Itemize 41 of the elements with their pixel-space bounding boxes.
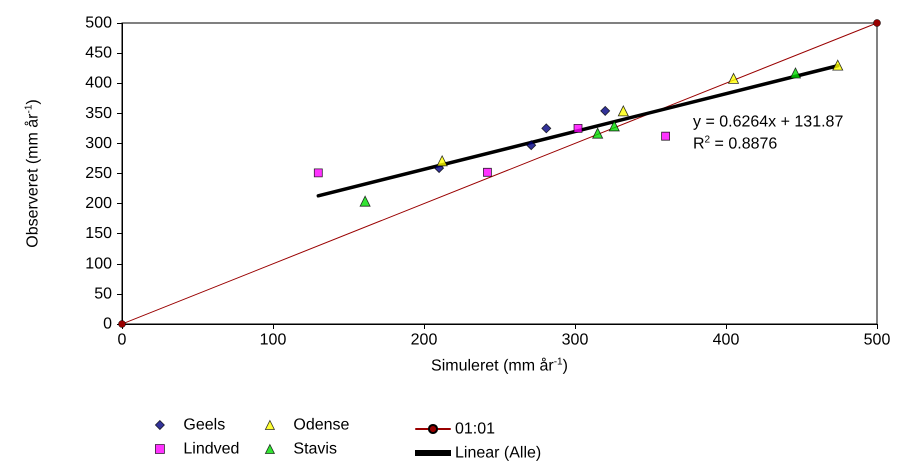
y-tick-label: 150 — [85, 225, 112, 242]
y-tick-label: 0 — [103, 316, 112, 332]
annotation: y = 0.6264x + 131.87 — [693, 114, 844, 130]
point — [661, 132, 670, 141]
point — [360, 196, 371, 207]
x-tick-label: 400 — [712, 332, 740, 348]
legend-label: Linear (Alle) — [455, 444, 542, 462]
y-tick-label: 100 — [85, 255, 112, 272]
y-tick-label: 400 — [85, 74, 112, 92]
x-tick-label: 0 — [118, 332, 127, 348]
point — [600, 106, 610, 116]
y-tick-label: 300 — [85, 134, 112, 152]
y-axis-title: Observeret (mm år-1) — [24, 99, 42, 248]
point — [608, 120, 620, 132]
y-tick-label: 500 — [85, 14, 112, 32]
y-tick-label: 250 — [85, 165, 112, 182]
y-tick-label: 350 — [85, 104, 112, 122]
point — [574, 124, 582, 133]
x-tick-label: 500 — [864, 332, 890, 348]
point — [592, 128, 604, 139]
legend-label: Odense — [293, 416, 350, 434]
y-tick-label: 200 — [85, 195, 112, 212]
point — [873, 19, 881, 27]
point — [314, 168, 323, 178]
point — [728, 72, 739, 84]
point — [483, 168, 492, 177]
legend-label: Lindved — [183, 440, 240, 458]
point — [541, 123, 552, 134]
point — [790, 68, 801, 78]
legend-label: Stavis — [293, 440, 337, 458]
point — [526, 140, 536, 150]
y-tick-label: 50 — [94, 285, 112, 302]
y-tick-label: 450 — [85, 44, 112, 62]
point — [618, 105, 629, 116]
point — [832, 60, 844, 71]
x-tick-label: 100 — [260, 332, 286, 348]
point — [436, 155, 448, 166]
legend-label: Geels — [183, 416, 226, 434]
x-tick-label: 300 — [562, 332, 588, 348]
x-tick-label: 200 — [410, 332, 438, 348]
legend-label: 01:01 — [455, 420, 496, 438]
